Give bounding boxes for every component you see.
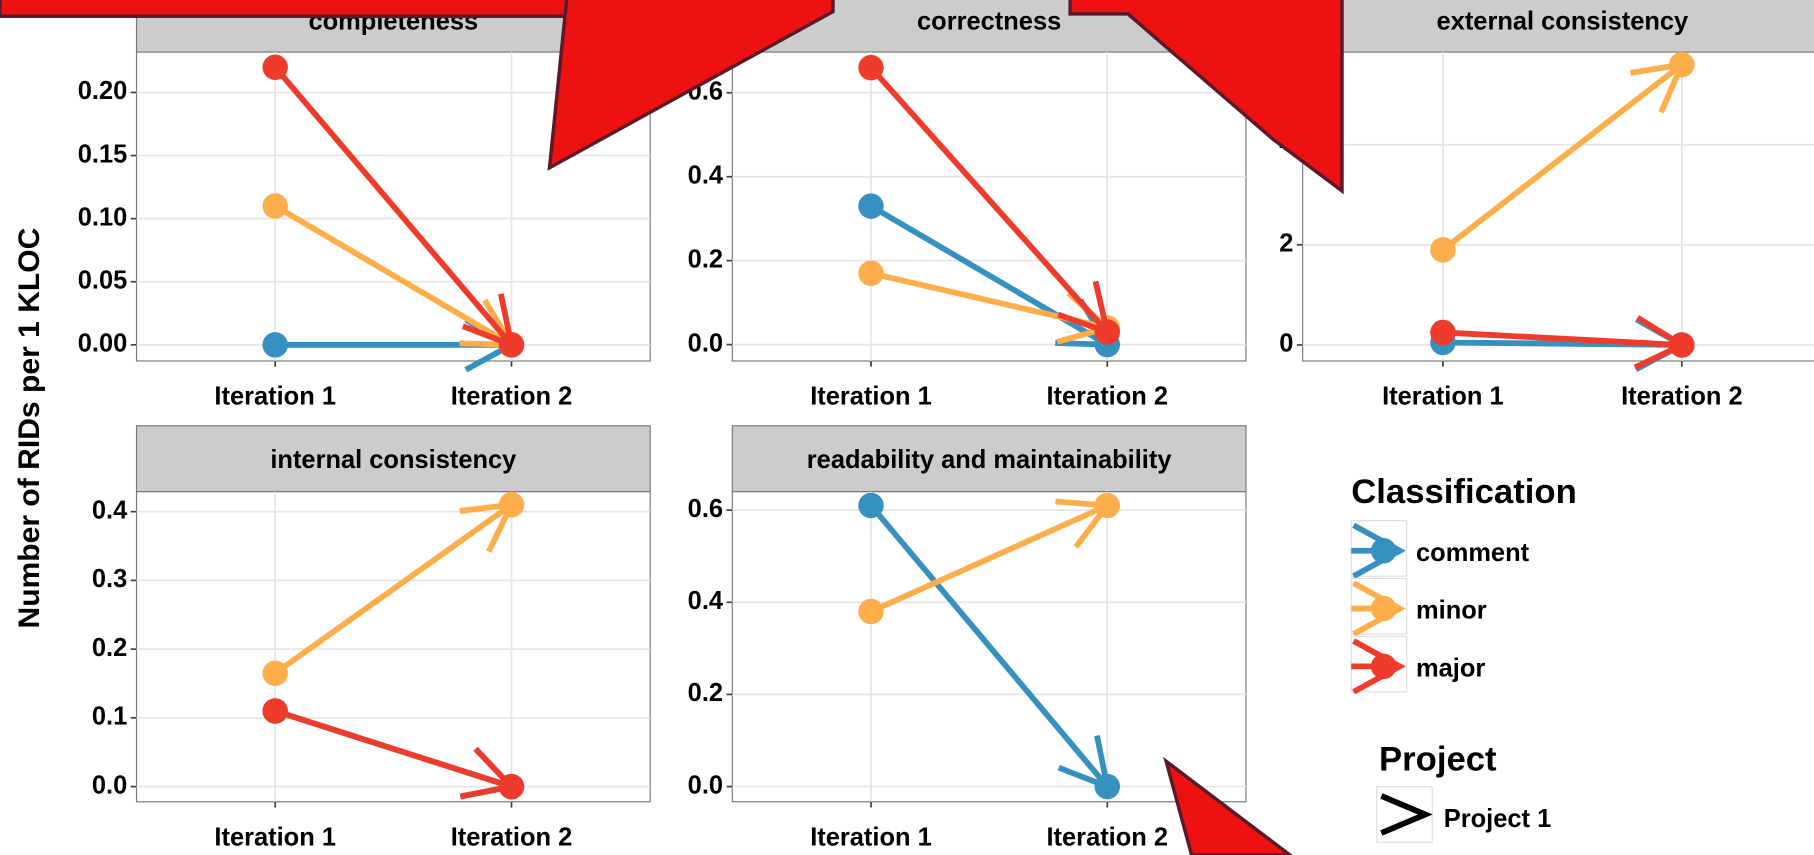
point	[858, 261, 883, 286]
y-tick-label: 0.15	[78, 140, 128, 168]
y-tick-label: 0.10	[78, 203, 128, 231]
chart: Number of RIDs per 1 KLOC Classification…	[0, 0, 1814, 855]
y-tick-label: 0.4	[688, 587, 724, 615]
y-tick-label: 0.6	[688, 495, 723, 523]
point	[499, 774, 524, 799]
point	[1095, 319, 1120, 344]
y-tick-label: 0.1	[92, 703, 127, 731]
y-tick-label: 0.00	[78, 330, 128, 358]
point	[262, 660, 287, 685]
y-tick-label: 0	[1279, 330, 1293, 358]
project-legend-entry: Project 1	[1444, 805, 1551, 833]
point	[1095, 774, 1120, 799]
point	[499, 492, 524, 517]
legend-key-point	[1371, 654, 1396, 679]
point	[262, 55, 287, 80]
y-tick-label: 0.05	[78, 266, 128, 294]
panel-title: readability and maintainability	[807, 446, 1173, 474]
y-tick-label: 0.3	[92, 565, 127, 593]
panel-title: external consistency	[1437, 7, 1690, 35]
y-tick-label: 0.4	[688, 161, 724, 189]
panel-title: correctness	[917, 7, 1061, 35]
point	[1669, 332, 1694, 357]
x-tick-label: Iteration 1	[214, 383, 336, 411]
plot-area	[1303, 52, 1814, 361]
plot-area	[732, 52, 1246, 361]
x-tick-label: Iteration 1	[810, 823, 932, 851]
y-tick-label: 0.2	[688, 679, 723, 707]
y-tick-label: 0.4	[92, 496, 128, 524]
point	[858, 193, 883, 218]
point	[1669, 52, 1694, 77]
panel-title: internal consistency	[270, 446, 517, 474]
annotation-bar	[0, 0, 567, 16]
point	[1430, 237, 1455, 262]
y-tick-label: 0.0	[688, 771, 723, 799]
legend-label: minor	[1416, 597, 1487, 625]
point	[858, 493, 883, 518]
x-tick-label: Iteration 2	[451, 383, 573, 411]
point	[499, 332, 524, 357]
y-tick-label: 0.0	[92, 771, 127, 799]
point	[262, 332, 287, 357]
y-tick-label: 0.2	[688, 245, 723, 273]
y-tick-label: 0.20	[78, 77, 128, 105]
x-tick-label: Iteration 2	[451, 823, 573, 851]
x-tick-label: Iteration 1	[1382, 383, 1504, 411]
legend-label: major	[1416, 655, 1485, 683]
x-tick-label: Iteration 2	[1046, 383, 1168, 411]
legend-key-point	[1371, 596, 1396, 621]
legend-key-point	[1371, 538, 1396, 563]
y-axis-label: Number of RIDs per 1 KLOC	[13, 228, 46, 629]
point	[1430, 320, 1455, 345]
point	[262, 193, 287, 218]
legend-title: Classification	[1351, 473, 1577, 511]
point	[1095, 493, 1120, 518]
x-tick-label: Iteration 2	[1621, 383, 1743, 411]
project-legend-title: Project	[1379, 740, 1497, 778]
x-tick-label: Iteration 2	[1046, 823, 1168, 851]
y-tick-label: 0.0	[688, 329, 723, 357]
x-tick-label: Iteration 1	[810, 383, 932, 411]
page: Number of RIDs per 1 KLOC Classification…	[0, 0, 1814, 855]
legend-label: comment	[1416, 539, 1530, 567]
y-tick-label: 0.2	[92, 634, 127, 662]
point	[262, 698, 287, 723]
point	[858, 55, 883, 80]
x-tick-label: Iteration 1	[214, 823, 336, 851]
plot-area	[137, 492, 651, 802]
point	[858, 599, 883, 624]
y-tick-label: 2	[1279, 230, 1293, 258]
